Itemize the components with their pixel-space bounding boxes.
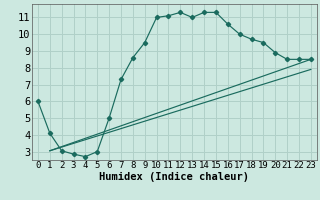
X-axis label: Humidex (Indice chaleur): Humidex (Indice chaleur): [100, 172, 249, 182]
